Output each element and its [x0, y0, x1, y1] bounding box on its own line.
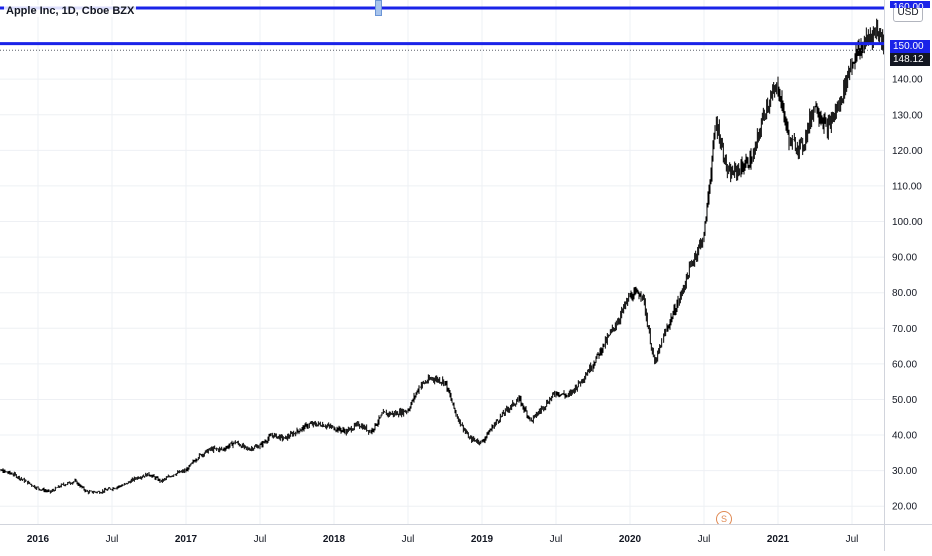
price-axis-labels: 20.00 30.00 40.00 50.00 60.00 70.00 80.00 90.00…: [892, 75, 923, 513]
price-tick-label: 70.00: [892, 324, 917, 335]
time-tick-label: Jul: [106, 534, 119, 545]
last-price-label: 148.12: [890, 53, 930, 66]
time-axis[interactable]: 2016 Jul 2017 Jul 2018 Jul 2019 Jul 2020 Jul 2021 J…: [0, 524, 884, 551]
time-tick-label: 2016: [27, 534, 50, 545]
level-price-label: 150.00: [890, 40, 930, 53]
time-tick-label: Jul: [550, 534, 563, 545]
price-tick-label: 60.00: [892, 359, 917, 370]
drawing-handle[interactable]: [375, 0, 382, 16]
grid-layer: [0, 0, 884, 524]
top-line-price-label: 160.00: [890, 1, 930, 8]
price-tick-label: 50.00: [892, 395, 917, 406]
price-tick-label: 30.00: [892, 466, 917, 477]
price-tick-label: 140.00: [892, 75, 923, 86]
time-tick-label: 2020: [619, 534, 642, 545]
time-tick-label: Jul: [402, 534, 415, 545]
horizontal-lines: [0, 6, 884, 46]
price-tick-label: 100.00: [892, 217, 923, 228]
time-tick-label: 2017: [175, 534, 198, 545]
price-series: [0, 18, 884, 495]
dividend-marker[interactable]: S: [716, 511, 732, 524]
price-tick-label: 120.00: [892, 146, 923, 157]
time-tick-label: Jul: [846, 534, 859, 545]
price-tick-label: 110.00: [892, 181, 922, 192]
time-tick-label: Jul: [254, 534, 267, 545]
price-axis[interactable]: 20.00 30.00 40.00 50.00 60.00 70.00 80.00 90.00…: [884, 0, 932, 524]
time-axis-labels: 2016 Jul 2017 Jul 2018 Jul 2019 Jul 2020 Jul 2021 J…: [27, 534, 859, 545]
symbol-title: Apple Inc, 1D, Cboe BZX: [4, 5, 137, 17]
time-tick-label: 2019: [471, 534, 494, 545]
price-chart[interactable]: [0, 0, 884, 524]
time-tick-label: 2018: [323, 534, 346, 545]
axis-corner: [884, 524, 932, 551]
price-tick-label: 130.00: [892, 110, 923, 121]
price-tick-label: 80.00: [892, 288, 917, 299]
price-tick-label: 20.00: [892, 502, 917, 513]
time-tick-label: 2021: [767, 534, 790, 545]
price-tick-label: 90.00: [892, 253, 917, 264]
price-tick-label: 40.00: [892, 431, 917, 442]
chart-area[interactable]: Apple Inc, 1D, Cboe BZX S: [0, 0, 884, 524]
time-tick-label: Jul: [698, 534, 711, 545]
